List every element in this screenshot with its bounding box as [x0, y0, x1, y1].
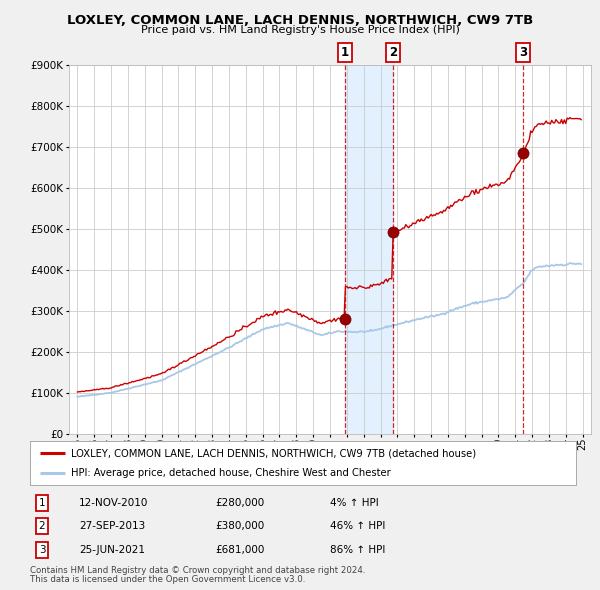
Text: LOXLEY, COMMON LANE, LACH DENNIS, NORTHWICH, CW9 7TB: LOXLEY, COMMON LANE, LACH DENNIS, NORTHW…: [67, 14, 533, 27]
Text: 2: 2: [389, 47, 397, 60]
Text: Contains HM Land Registry data © Crown copyright and database right 2024.: Contains HM Land Registry data © Crown c…: [30, 566, 365, 575]
Text: Price paid vs. HM Land Registry's House Price Index (HPI): Price paid vs. HM Land Registry's House …: [140, 25, 460, 35]
Text: 3: 3: [38, 545, 46, 555]
Text: £681,000: £681,000: [215, 545, 265, 555]
Text: This data is licensed under the Open Government Licence v3.0.: This data is licensed under the Open Gov…: [30, 575, 305, 584]
Text: £380,000: £380,000: [215, 521, 265, 530]
Text: 86% ↑ HPI: 86% ↑ HPI: [331, 545, 386, 555]
Text: 4% ↑ HPI: 4% ↑ HPI: [331, 497, 379, 507]
Bar: [344, 65, 393, 434]
Text: LOXLEY, COMMON LANE, LACH DENNIS, NORTHWICH, CW9 7TB (detached house): LOXLEY, COMMON LANE, LACH DENNIS, NORTHW…: [71, 448, 476, 458]
Text: 2: 2: [38, 521, 46, 530]
Text: 1: 1: [38, 497, 46, 507]
Text: 25-JUN-2021: 25-JUN-2021: [79, 545, 145, 555]
Text: 27-SEP-2013: 27-SEP-2013: [79, 521, 145, 530]
Text: HPI: Average price, detached house, Cheshire West and Chester: HPI: Average price, detached house, Ches…: [71, 468, 391, 478]
Text: 46% ↑ HPI: 46% ↑ HPI: [331, 521, 386, 530]
Text: 1: 1: [341, 47, 349, 60]
Text: £280,000: £280,000: [215, 497, 265, 507]
Text: 3: 3: [519, 47, 527, 60]
Text: 12-NOV-2010: 12-NOV-2010: [79, 497, 149, 507]
